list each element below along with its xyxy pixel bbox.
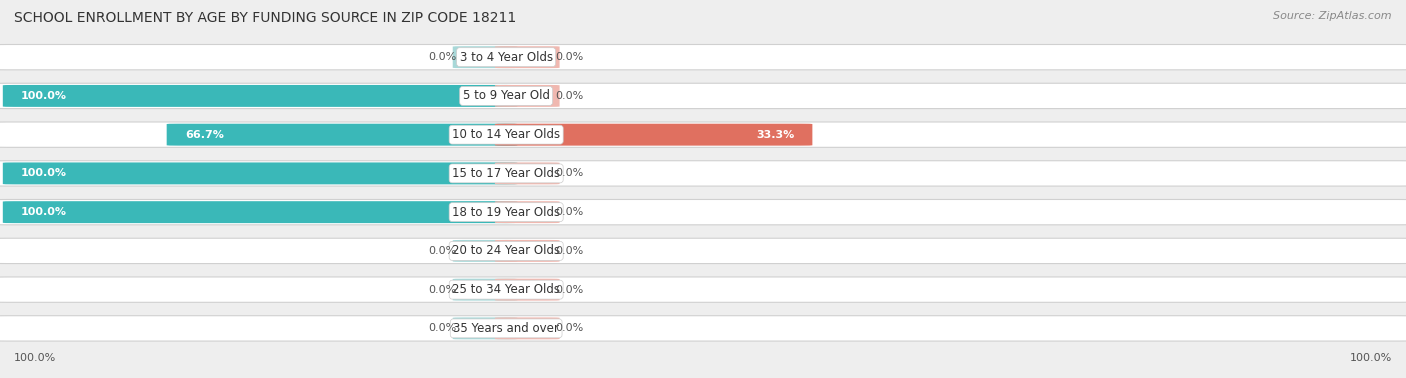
FancyBboxPatch shape <box>495 46 560 68</box>
Text: 0.0%: 0.0% <box>555 91 583 101</box>
Text: 100.0%: 100.0% <box>14 353 56 363</box>
FancyBboxPatch shape <box>3 201 517 223</box>
FancyBboxPatch shape <box>495 85 560 107</box>
Text: 66.7%: 66.7% <box>186 130 224 139</box>
FancyBboxPatch shape <box>453 318 517 339</box>
Text: 0.0%: 0.0% <box>555 285 583 294</box>
Text: 35 Years and over: 35 Years and over <box>453 322 560 335</box>
FancyBboxPatch shape <box>0 277 1406 302</box>
FancyBboxPatch shape <box>495 279 560 301</box>
Text: 0.0%: 0.0% <box>555 324 583 333</box>
Text: 15 to 17 Year Olds: 15 to 17 Year Olds <box>453 167 560 180</box>
FancyBboxPatch shape <box>0 200 1406 225</box>
Text: 3 to 4 Year Olds: 3 to 4 Year Olds <box>460 51 553 64</box>
Text: Source: ZipAtlas.com: Source: ZipAtlas.com <box>1274 11 1392 21</box>
FancyBboxPatch shape <box>495 201 560 223</box>
FancyBboxPatch shape <box>167 124 517 146</box>
Text: 0.0%: 0.0% <box>555 52 583 62</box>
Text: 0.0%: 0.0% <box>429 285 457 294</box>
FancyBboxPatch shape <box>3 163 517 184</box>
FancyBboxPatch shape <box>495 240 560 262</box>
Text: 0.0%: 0.0% <box>429 246 457 256</box>
FancyBboxPatch shape <box>0 122 1406 147</box>
FancyBboxPatch shape <box>0 45 1406 70</box>
Text: 100.0%: 100.0% <box>21 169 67 178</box>
Text: 25 to 34 Year Olds: 25 to 34 Year Olds <box>453 283 560 296</box>
Text: 0.0%: 0.0% <box>555 207 583 217</box>
Text: 100.0%: 100.0% <box>21 207 67 217</box>
Text: 0.0%: 0.0% <box>555 169 583 178</box>
Text: 100.0%: 100.0% <box>1350 353 1392 363</box>
FancyBboxPatch shape <box>453 240 517 262</box>
Text: SCHOOL ENROLLMENT BY AGE BY FUNDING SOURCE IN ZIP CODE 18211: SCHOOL ENROLLMENT BY AGE BY FUNDING SOUR… <box>14 11 516 25</box>
FancyBboxPatch shape <box>453 46 517 68</box>
Text: 0.0%: 0.0% <box>429 52 457 62</box>
FancyBboxPatch shape <box>0 316 1406 341</box>
Text: 10 to 14 Year Olds: 10 to 14 Year Olds <box>453 128 560 141</box>
FancyBboxPatch shape <box>495 163 560 184</box>
FancyBboxPatch shape <box>0 238 1406 263</box>
FancyBboxPatch shape <box>495 318 560 339</box>
FancyBboxPatch shape <box>453 279 517 301</box>
Text: 0.0%: 0.0% <box>429 324 457 333</box>
Text: 0.0%: 0.0% <box>555 246 583 256</box>
Text: 18 to 19 Year Olds: 18 to 19 Year Olds <box>453 206 560 218</box>
FancyBboxPatch shape <box>3 85 517 107</box>
Text: 100.0%: 100.0% <box>21 91 67 101</box>
Text: 33.3%: 33.3% <box>756 130 794 139</box>
FancyBboxPatch shape <box>0 83 1406 108</box>
Text: 20 to 24 Year Olds: 20 to 24 Year Olds <box>453 245 560 257</box>
Text: 5 to 9 Year Old: 5 to 9 Year Old <box>463 90 550 102</box>
FancyBboxPatch shape <box>495 124 813 146</box>
FancyBboxPatch shape <box>0 161 1406 186</box>
